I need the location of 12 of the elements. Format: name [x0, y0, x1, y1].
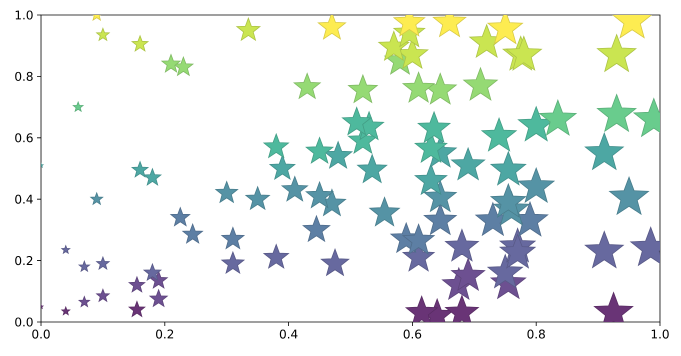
x-tick-label: 1.0 [652, 330, 669, 339]
x-tick-label: 0.6 [404, 330, 422, 339]
x-tick-label: 0.4 [280, 330, 298, 339]
x-tick-label: 0.2 [156, 330, 174, 339]
y-tick-label: 0.2 [15, 256, 32, 266]
y-tick-label: 0.6 [15, 133, 33, 142]
y-tick-label: 0.0 [15, 317, 33, 327]
y-tick-label: 0.8 [15, 72, 33, 81]
y-tick-label: 0.4 [15, 194, 33, 204]
x-tick-label: 0.0 [32, 330, 50, 339]
x-tick-label: 0.8 [527, 330, 545, 339]
y-tick-label: 1.0 [16, 10, 33, 20]
